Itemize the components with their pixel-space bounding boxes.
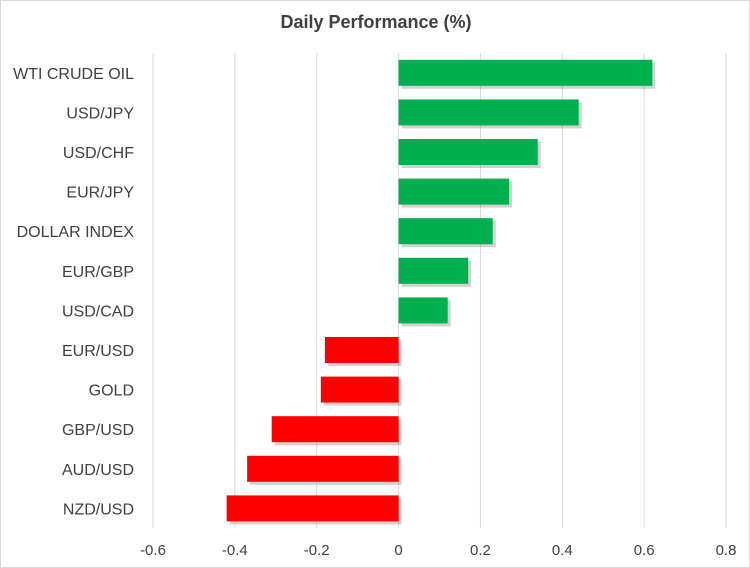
x-tick-label: 0.4 xyxy=(552,542,573,559)
chart-title: Daily Performance (%) xyxy=(280,12,472,32)
gridlines xyxy=(152,53,727,528)
x-tick-label: 0.8 xyxy=(716,542,737,559)
bar-gold xyxy=(320,376,399,403)
category-label: GOLD xyxy=(89,383,134,400)
category-label: USD/JPY xyxy=(66,105,134,122)
category-label: WTI CRUDE OIL xyxy=(13,66,134,83)
x-tick-label: 0.2 xyxy=(470,542,491,559)
category-label: EUR/JPY xyxy=(66,185,134,202)
category-label: AUD/USD xyxy=(62,462,134,479)
bars xyxy=(226,59,656,525)
x-tick-label: -0.2 xyxy=(304,542,330,559)
bar-eur-usd xyxy=(324,337,399,363)
x-tick-label: -0.4 xyxy=(222,542,248,559)
x-tick-label: 0.6 xyxy=(634,542,655,559)
x-tick-label: 0 xyxy=(394,542,402,559)
category-label: GBP/USD xyxy=(62,422,134,439)
category-label: NZD/USD xyxy=(63,501,134,518)
x-axis-tick-labels: -0.6 -0.4 -0.2 0 0.2 0.4 0.6 0.8 xyxy=(140,542,736,559)
bar-dollar-index xyxy=(398,218,493,245)
bar-nzd-usd xyxy=(226,495,399,522)
bar-usd-jpy xyxy=(398,99,579,126)
category-labels: WTI CRUDE OIL USD/JPY USD/CHF EUR/JPY DOLLAR… xyxy=(13,66,134,519)
bar-usd-cad xyxy=(398,297,448,324)
category-label: USD/CHF xyxy=(63,145,134,162)
bar-eur-jpy xyxy=(398,178,510,205)
bar-wti-crude-oil xyxy=(398,59,653,86)
category-label: EUR/USD xyxy=(62,343,134,360)
bar-gbp-usd xyxy=(271,416,399,443)
bar-usd-chf xyxy=(398,139,538,165)
category-label: DOLLAR INDEX xyxy=(17,224,135,241)
x-tick-label: -0.6 xyxy=(140,542,166,559)
category-label: EUR/GBP xyxy=(62,264,134,281)
bar-eur-gbp xyxy=(398,257,469,284)
category-label: USD/CAD xyxy=(62,303,134,320)
bar-aud-usd xyxy=(247,455,399,482)
